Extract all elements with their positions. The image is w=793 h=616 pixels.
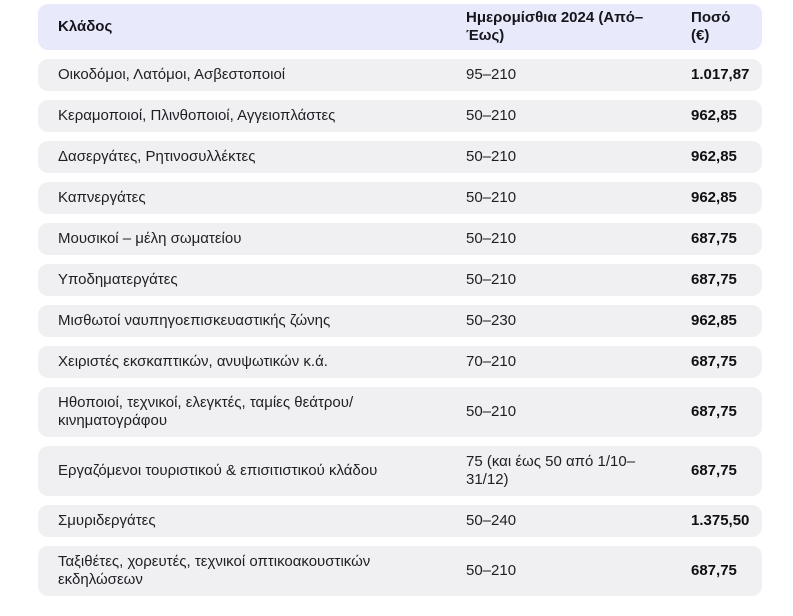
table-body: Οικοδόμοι, Λατόμοι, Ασβεστοποιοί 95–210 … bbox=[38, 59, 762, 596]
table-row: Οικοδόμοι, Λατόμοι, Ασβεστοποιοί 95–210 … bbox=[38, 59, 762, 91]
cell-amount: 1.017,87 bbox=[690, 59, 762, 91]
cell-wages: 50–240 bbox=[465, 505, 690, 537]
cell-amount: 687,75 bbox=[690, 264, 762, 296]
cell-amount: 687,75 bbox=[690, 446, 762, 496]
table-row: Μουσικοί – μέλη σωματείου 50–210 687,75 bbox=[38, 223, 762, 255]
cell-amount: 962,85 bbox=[690, 182, 762, 214]
cell-sector: Εργαζόμενοι τουριστικού & επισιτιστικού … bbox=[38, 446, 465, 496]
cell-sector: Κεραμοποιοί, Πλινθοποιοί, Αγγειοπλάστες bbox=[38, 100, 465, 132]
cell-wages: 50–210 bbox=[465, 182, 690, 214]
cell-amount: 687,75 bbox=[690, 346, 762, 378]
cell-amount: 1.375,50 bbox=[690, 505, 762, 537]
table-row: Δασεργάτες, Ρητινοσυλλέκτες 50–210 962,8… bbox=[38, 141, 762, 173]
table-row: Σμυριδεργάτες 50–240 1.375,50 bbox=[38, 505, 762, 537]
cell-sector: Χειριστές εκσκαπτικών, ανυψωτικών κ.ά. bbox=[38, 346, 465, 378]
cell-amount: 687,75 bbox=[690, 223, 762, 255]
table-row: Μισθωτοί ναυπηγοεπισκευαστικής ζώνης 50–… bbox=[38, 305, 762, 337]
cell-sector: Μουσικοί – μέλη σωματείου bbox=[38, 223, 465, 255]
cell-amount: 687,75 bbox=[690, 387, 762, 437]
cell-sector: Υποδηματεργάτες bbox=[38, 264, 465, 296]
cell-sector: Ηθοποιοί, τεχνικοί, ελεγκτές, ταμίες θεά… bbox=[38, 387, 465, 437]
cell-wages: 50–210 bbox=[465, 264, 690, 296]
cell-wages: 75 (και έως 50 από 1/10–31/12) bbox=[465, 446, 690, 496]
cell-amount: 962,85 bbox=[690, 141, 762, 173]
cell-wages: 50–210 bbox=[465, 546, 690, 596]
table-row: Καπνεργάτες 50–210 962,85 bbox=[38, 182, 762, 214]
cell-sector: Σμυριδεργάτες bbox=[38, 505, 465, 537]
cell-amount: 687,75 bbox=[690, 546, 762, 596]
table-row: Ταξιθέτες, χορευτές, τεχνικοί οπτικοακου… bbox=[38, 546, 762, 596]
cell-sector: Ταξιθέτες, χορευτές, τεχνικοί οπτικοακου… bbox=[38, 546, 465, 596]
header-cell-wages: Ημερομίσθια 2024 (Από–Έως) bbox=[465, 4, 690, 50]
cell-wages: 50–210 bbox=[465, 141, 690, 173]
cell-wages: 50–210 bbox=[465, 387, 690, 437]
cell-sector: Δασεργάτες, Ρητινοσυλλέκτες bbox=[38, 141, 465, 173]
table-row: Χειριστές εκσκαπτικών, ανυψωτικών κ.ά. 7… bbox=[38, 346, 762, 378]
wage-table: Κλάδος Ημερομίσθια 2024 (Από–Έως) Ποσό (… bbox=[38, 0, 762, 605]
cell-sector: Μισθωτοί ναυπηγοεπισκευαστικής ζώνης bbox=[38, 305, 465, 337]
table-row: Εργαζόμενοι τουριστικού & επισιτιστικού … bbox=[38, 446, 762, 496]
wage-table-container: Κλάδος Ημερομίσθια 2024 (Από–Έως) Ποσό (… bbox=[38, 0, 762, 605]
cell-wages: 50–210 bbox=[465, 223, 690, 255]
cell-amount: 962,85 bbox=[690, 100, 762, 132]
cell-amount: 962,85 bbox=[690, 305, 762, 337]
cell-wages: 70–210 bbox=[465, 346, 690, 378]
cell-wages: 95–210 bbox=[465, 59, 690, 91]
header-row: Κλάδος Ημερομίσθια 2024 (Από–Έως) Ποσό (… bbox=[38, 4, 762, 50]
header-cell-sector: Κλάδος bbox=[38, 4, 465, 50]
header-cell-amount: Ποσό (€) bbox=[690, 4, 762, 50]
table-row: Κεραμοποιοί, Πλινθοποιοί, Αγγειοπλάστες … bbox=[38, 100, 762, 132]
cell-sector: Οικοδόμοι, Λατόμοι, Ασβεστοποιοί bbox=[38, 59, 465, 91]
cell-wages: 50–210 bbox=[465, 100, 690, 132]
cell-sector: Καπνεργάτες bbox=[38, 182, 465, 214]
table-row: Υποδηματεργάτες 50–210 687,75 bbox=[38, 264, 762, 296]
table-row: Ηθοποιοί, τεχνικοί, ελεγκτές, ταμίες θεά… bbox=[38, 387, 762, 437]
cell-wages: 50–230 bbox=[465, 305, 690, 337]
